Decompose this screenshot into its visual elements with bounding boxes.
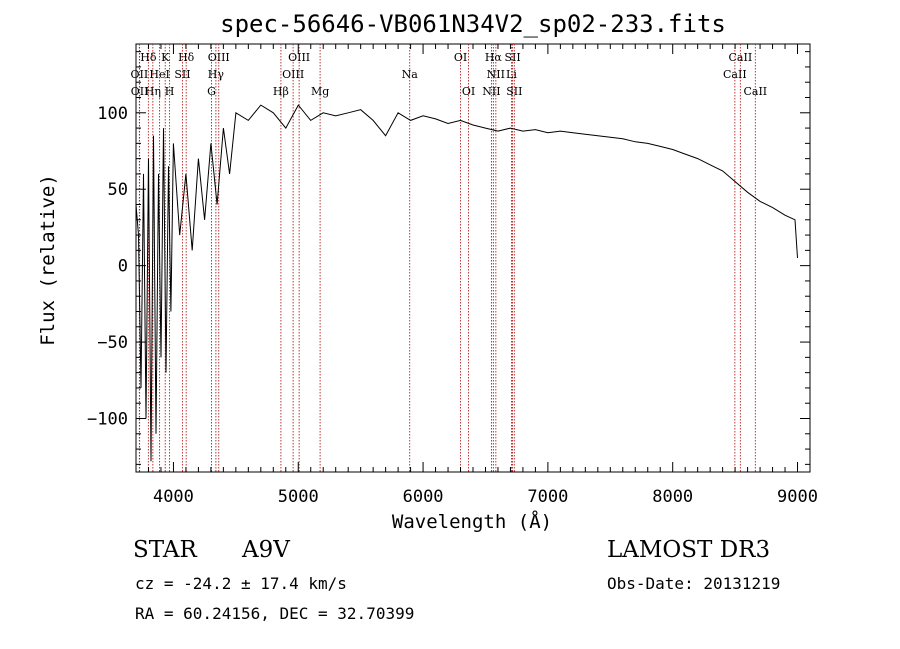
line-label: Hδ xyxy=(178,51,195,64)
object-subclass: A9V xyxy=(242,537,290,563)
line-label: K xyxy=(161,51,170,64)
line-label: OII xyxy=(131,68,149,81)
line-label: OII xyxy=(131,85,149,98)
y-tick-label: −50 xyxy=(97,333,128,353)
line-label: NII xyxy=(487,68,505,81)
line-label: OIII xyxy=(282,68,304,81)
line-label: Mg xyxy=(311,85,329,98)
observation-date: Obs-Date: 20131219 xyxy=(607,574,781,593)
x-axis-ticks: 4000 5000 6000 7000 8000 9000 xyxy=(135,44,818,507)
spectrum-series xyxy=(135,104,798,462)
coordinates: RA = 60.24156, DEC = 32.70399 xyxy=(135,604,415,623)
x-tick-label: 4000 xyxy=(153,487,194,507)
line-label: H xyxy=(165,85,175,98)
line-label: CaII xyxy=(743,85,767,98)
x-axis-label: Wavelength (Å) xyxy=(392,510,552,533)
line-label: SII xyxy=(504,51,520,64)
line-label: SII xyxy=(174,68,190,81)
line-label: HeI xyxy=(149,68,169,81)
redshift-cz: cz = -24.2 ± 17.4 km/s xyxy=(135,574,347,593)
spectral-line-markers xyxy=(138,44,756,472)
line-label: Hη xyxy=(145,85,161,98)
line-label: Li xyxy=(506,68,517,81)
plot-frame xyxy=(135,43,811,473)
line-label: CaII xyxy=(723,68,747,81)
line-label: OI xyxy=(454,51,467,64)
line-label: Hα xyxy=(485,51,503,64)
line-label: Hβ xyxy=(273,85,289,98)
y-tick-label: −100 xyxy=(87,410,128,430)
x-tick-label: 5000 xyxy=(278,487,319,507)
line-label: G xyxy=(207,85,216,98)
x-tick-label: 7000 xyxy=(527,487,568,507)
line-label: CaII xyxy=(729,51,753,64)
line-label: Hδ xyxy=(140,51,157,64)
x-tick-label: 9000 xyxy=(777,487,818,507)
y-tick-label: 100 xyxy=(97,104,128,124)
object-class: STAR xyxy=(133,537,197,563)
line-label: Hγ xyxy=(208,68,225,81)
line-label: OIII xyxy=(208,51,230,64)
line-label: SII xyxy=(506,85,522,98)
y-axis-label: Flux (relative) xyxy=(37,174,59,346)
line-label: NII xyxy=(482,85,500,98)
survey-name: LAMOST DR3 xyxy=(607,537,771,563)
chart-title: spec-56646-VB061N34V2_sp02-233.fits xyxy=(220,10,726,38)
y-axis-ticks: −100 −50 0 50 100 xyxy=(87,51,810,465)
line-label: OI xyxy=(462,85,475,98)
x-tick-label: 8000 xyxy=(652,487,693,507)
y-tick-label: 0 xyxy=(118,257,128,277)
line-label: OIII xyxy=(288,51,310,64)
x-tick-label: 6000 xyxy=(403,487,444,507)
line-label: Na xyxy=(402,68,419,81)
y-tick-label: 50 xyxy=(108,180,128,200)
